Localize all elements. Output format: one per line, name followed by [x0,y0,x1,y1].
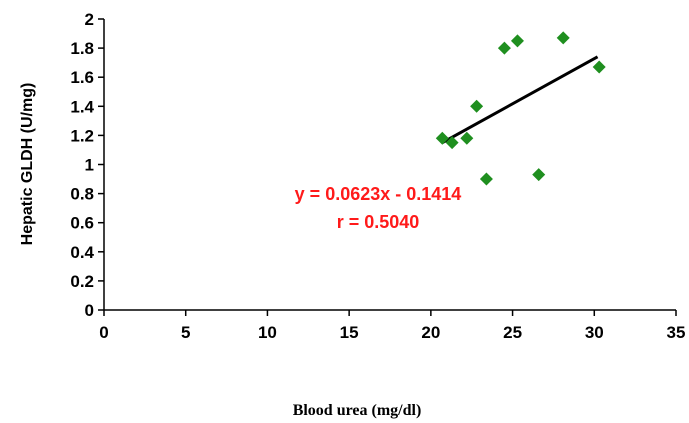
data-point [470,99,484,113]
y-tick-label: 1.4 [70,97,94,116]
x-tick-label: 5 [181,323,190,342]
x-tick-label: 0 [99,323,108,342]
trendline [441,55,599,144]
data-point [445,136,459,150]
data-point [532,168,546,182]
y-ticks: 0 0.2 0.4 0.6 0.8 1 1.2 1.4 1.6 1.8 2 [70,10,104,320]
y-axis-label: Hepatic GLDH (U/mg) [19,83,36,246]
y-tick-label: 0.8 [70,185,94,204]
data-points [435,31,606,186]
x-tick-label: 30 [585,323,604,342]
y-tick-label: 2 [85,10,94,29]
x-ticks: 0 5 10 15 20 25 30 35 [99,310,685,342]
data-point [556,31,570,45]
y-tick-label: 1.6 [70,68,94,87]
y-tick-label: 0.4 [70,243,94,262]
x-axis-label: Blood urea (mg/dl) [293,402,422,419]
y-tick-label: 0.2 [70,272,94,291]
x-tick-label: 35 [667,323,686,342]
r-value-label: r = 0.5040 [337,212,420,232]
axes [103,19,676,311]
data-point [510,34,524,48]
x-tick-label: 15 [340,323,359,342]
data-point [460,131,474,145]
data-point [592,60,606,74]
y-tick-label: 1 [85,156,94,175]
x-tick-label: 25 [503,323,522,342]
x-tick-label: 10 [258,323,277,342]
y-tick-label: 0 [85,301,94,320]
y-tick-label: 1.8 [70,39,94,58]
y-tick-label: 0.6 [70,214,94,233]
y-tick-label: 1.2 [70,126,94,145]
data-point [479,172,493,186]
data-point [497,41,511,55]
equation-label: y = 0.0623x - 0.1414 [295,184,462,204]
x-tick-label: 20 [421,323,440,342]
data-point [435,131,449,145]
